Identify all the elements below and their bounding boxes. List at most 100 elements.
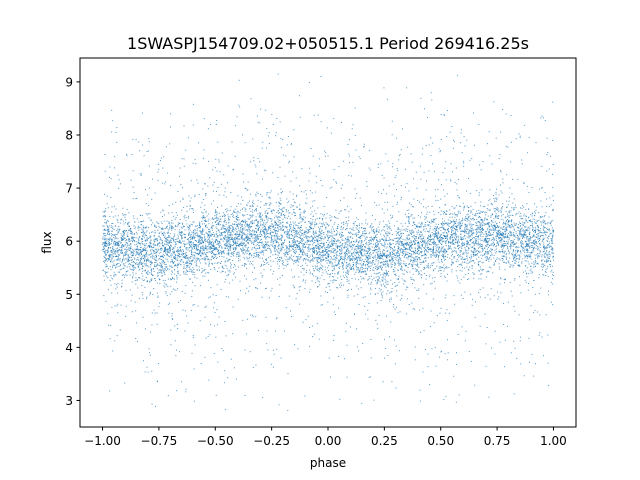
data-point [330, 132, 332, 134]
data-point [146, 240, 148, 242]
data-point [422, 371, 424, 373]
data-point [291, 269, 293, 271]
data-point [268, 227, 270, 229]
data-point [509, 214, 511, 216]
data-point [464, 219, 466, 221]
data-point [127, 260, 129, 262]
data-point [529, 242, 531, 244]
data-point [519, 215, 521, 217]
data-point [498, 263, 500, 265]
data-point [352, 268, 354, 270]
data-point [163, 285, 165, 287]
data-point [552, 140, 554, 142]
data-point [243, 265, 245, 267]
data-point [541, 241, 543, 243]
data-point [416, 256, 418, 258]
data-point [401, 270, 403, 272]
data-point [383, 226, 385, 228]
data-point [443, 213, 445, 215]
data-point [111, 238, 113, 240]
data-point [356, 253, 358, 255]
data-point [445, 235, 447, 237]
data-point [213, 246, 215, 248]
data-point [164, 233, 166, 235]
data-point [500, 277, 502, 279]
data-point [159, 241, 161, 243]
data-point [478, 209, 480, 211]
data-point [300, 250, 302, 252]
data-point [423, 225, 425, 227]
data-point [273, 224, 275, 226]
data-point [464, 145, 466, 147]
data-point [510, 219, 512, 221]
data-point [478, 123, 480, 125]
data-point [218, 250, 220, 252]
data-point [272, 231, 274, 233]
data-point [281, 208, 283, 210]
data-point [232, 211, 234, 213]
data-point [297, 233, 299, 235]
data-point [467, 242, 469, 244]
data-point [286, 221, 288, 223]
data-point [377, 263, 379, 265]
data-point [406, 242, 408, 244]
data-point [517, 237, 519, 239]
data-point [127, 232, 129, 234]
data-point [242, 215, 244, 217]
data-point [393, 249, 395, 251]
data-point [478, 226, 480, 228]
data-point [235, 236, 237, 238]
data-point [479, 289, 481, 291]
data-point [382, 245, 384, 246]
data-point [246, 252, 248, 254]
data-point [288, 237, 290, 239]
data-point [428, 251, 430, 253]
data-point [260, 230, 262, 232]
data-point [149, 242, 151, 244]
data-point [160, 265, 162, 267]
data-point [319, 248, 321, 250]
data-point [216, 228, 218, 230]
data-point [210, 203, 212, 205]
data-point [477, 264, 479, 266]
data-point [216, 324, 218, 326]
data-point [395, 274, 397, 276]
data-point [462, 238, 464, 240]
data-point [189, 227, 191, 229]
data-point [526, 216, 527, 218]
data-point [265, 215, 267, 217]
data-point [273, 353, 275, 355]
data-point [228, 250, 230, 252]
data-point [189, 247, 191, 249]
data-point [153, 287, 155, 289]
data-point [169, 265, 171, 267]
data-point [315, 275, 317, 277]
data-point [261, 220, 263, 222]
data-point [407, 248, 409, 250]
data-point [312, 268, 314, 270]
data-point [350, 265, 352, 267]
data-point [476, 224, 478, 226]
data-point [420, 226, 422, 228]
data-point [146, 296, 148, 298]
data-point [205, 241, 207, 243]
data-point [545, 271, 547, 273]
data-point [255, 247, 257, 249]
data-point [111, 240, 113, 241]
data-point [364, 246, 366, 248]
data-point [105, 259, 107, 261]
data-point [320, 258, 322, 260]
data-point [502, 234, 504, 236]
data-point [425, 216, 427, 218]
data-point [208, 245, 210, 247]
data-point [231, 223, 233, 225]
data-point [266, 243, 268, 245]
data-point [337, 248, 339, 250]
data-point [426, 211, 428, 213]
data-point [110, 242, 112, 244]
data-point [405, 251, 407, 253]
data-point [232, 230, 234, 232]
data-point [319, 217, 321, 219]
data-point [138, 259, 140, 261]
data-point [131, 260, 133, 262]
